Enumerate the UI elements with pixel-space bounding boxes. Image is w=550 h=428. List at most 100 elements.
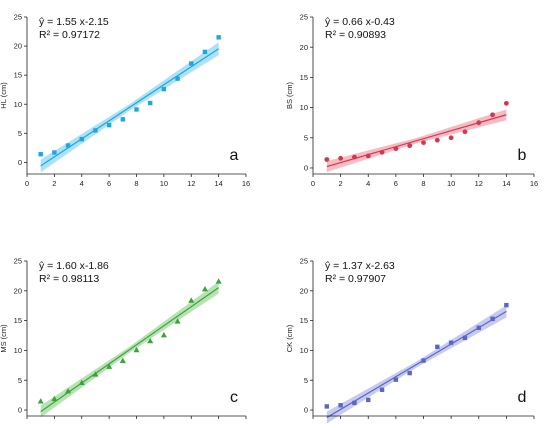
data-point (476, 325, 481, 330)
data-point (448, 340, 454, 345)
y-tick-label: 0 (18, 158, 22, 167)
data-point (202, 49, 208, 55)
data-point (407, 143, 413, 149)
regression-line (40, 287, 219, 413)
x-tick-label: 4 (366, 179, 370, 188)
x-tick-label: 6 (394, 179, 398, 188)
equation-label: ŷ = 1.60 x-1.86 (39, 260, 109, 272)
data-point (147, 337, 154, 344)
y-tick-label: 25 (300, 13, 308, 22)
data-point (161, 86, 167, 92)
data-point (65, 143, 71, 148)
data-point (476, 120, 482, 126)
data-point (324, 157, 330, 162)
data-point (434, 137, 440, 143)
y-tick-label: 5 (304, 133, 308, 142)
data-point (448, 135, 454, 141)
x-tick-label: 0 (25, 179, 29, 188)
y-tick-label: 15 (14, 71, 22, 80)
y-tick-label: 5 (18, 376, 22, 385)
y-tick-label: 0 (304, 406, 308, 415)
x-tick-label: 10 (447, 179, 455, 188)
panel-letter: b (518, 147, 527, 164)
data-point (393, 377, 399, 382)
panel-letter: c (230, 389, 238, 406)
data-point (93, 128, 98, 133)
regression-line (326, 114, 507, 168)
data-point (393, 146, 399, 152)
data-point (106, 122, 112, 128)
data-point (189, 61, 194, 66)
data-point (365, 153, 371, 159)
y-tick-label: 10 (300, 103, 308, 112)
y-tick-label: 15 (300, 316, 308, 325)
panel-c: 02468101214160510152025MS (cm)ŷ = 1.60 x… (0, 257, 250, 428)
y-tick-label: 25 (14, 257, 22, 266)
x-tick-label: 14 (214, 179, 222, 188)
data-point (52, 150, 57, 155)
data-point (462, 129, 468, 135)
y-tick-label: 0 (304, 164, 308, 173)
equation-label: ŷ = 1.55 x-2.15 (39, 16, 109, 28)
y-tick-label: 20 (14, 286, 22, 295)
x-tick-label: 2 (52, 179, 56, 188)
data-point (38, 152, 43, 157)
y-axis-label: HL (cm) (0, 82, 8, 109)
data-point (324, 404, 330, 409)
y-axis-label: MS (cm) (0, 324, 8, 353)
x-tick-label: 12 (187, 179, 195, 188)
data-point (352, 400, 357, 406)
data-point (147, 100, 153, 106)
data-point (435, 344, 440, 350)
x-tick-label: 8 (421, 179, 425, 188)
data-point (352, 154, 357, 160)
y-tick-label: 0 (18, 406, 22, 415)
data-point (92, 371, 99, 377)
regression-line (326, 310, 507, 419)
data-point (490, 112, 495, 118)
y-tick-label: 20 (300, 286, 308, 295)
equation-label: ŷ = 1.37 x-2.63 (325, 260, 395, 272)
y-tick-label: 10 (14, 100, 22, 109)
y-tick-label: 25 (14, 13, 22, 22)
data-point (338, 155, 344, 161)
data-point (133, 346, 140, 353)
data-point (379, 149, 385, 155)
data-point (175, 76, 180, 81)
r-squared-label: R² = 0.90893 (325, 29, 386, 41)
r-squared-label: R² = 0.97172 (39, 29, 100, 41)
x-tick-label: 12 (475, 179, 483, 188)
regression-line (40, 48, 219, 167)
y-tick-label: 20 (14, 42, 22, 51)
r-squared-label: R² = 0.98113 (39, 273, 99, 285)
panel-d: 02468101214160510152025CK (cm)ŷ = 1.37 x… (285, 257, 538, 428)
data-point (462, 335, 468, 341)
x-tick-label: 0 (311, 179, 315, 188)
x-tick-label: 2 (339, 179, 343, 188)
panel-letter: d (518, 389, 527, 406)
data-point (379, 387, 385, 392)
data-point (503, 100, 509, 106)
equation-label: ŷ = 0.66 x-0.43 (325, 16, 395, 28)
data-point (188, 297, 195, 303)
data-point (65, 387, 72, 394)
y-tick-label: 15 (14, 316, 22, 325)
y-tick-label: 25 (300, 257, 308, 266)
data-point (51, 395, 58, 402)
x-tick-label: 16 (242, 179, 250, 188)
y-axis-label: CK (cm) (285, 324, 294, 352)
data-point (421, 140, 426, 146)
data-point (338, 403, 343, 408)
x-tick-label: 4 (80, 179, 84, 188)
data-point (174, 318, 181, 324)
data-point (106, 363, 113, 369)
panel-b: 0 2 4 6 8 10 12 14 16 0 5 10 15 20 25 BS (cm) ŷ = 0.66 x… (285, 13, 538, 188)
x-tick-label: 10 (160, 179, 168, 188)
data-point (201, 286, 208, 292)
y-tick-label: 5 (18, 129, 22, 138)
y-axis-label: BS (cm) (285, 81, 294, 109)
data-point (504, 302, 509, 308)
y-tick-label: 5 (304, 376, 308, 385)
